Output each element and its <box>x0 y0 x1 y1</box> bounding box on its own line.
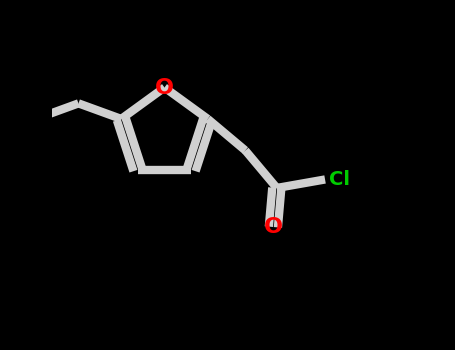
Text: O: O <box>264 217 283 237</box>
Text: O: O <box>155 77 174 98</box>
Text: Cl: Cl <box>329 170 349 189</box>
